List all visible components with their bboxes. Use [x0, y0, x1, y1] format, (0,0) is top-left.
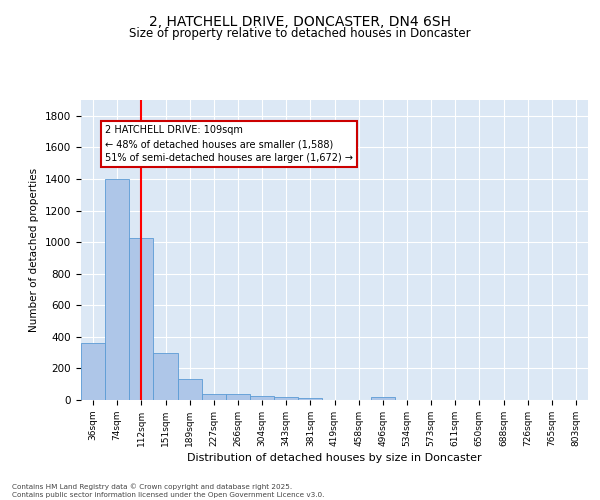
Bar [129, 238, 154, 400]
Text: Contains HM Land Registry data © Crown copyright and database right 2025.
Contai: Contains HM Land Registry data © Crown c… [12, 484, 325, 498]
Bar [226, 394, 250, 400]
Bar [105, 179, 129, 400]
Bar [250, 396, 274, 400]
X-axis label: Distribution of detached houses by size in Doncaster: Distribution of detached houses by size … [187, 453, 482, 463]
Bar [154, 354, 178, 400]
Bar [371, 397, 395, 400]
Text: Size of property relative to detached houses in Doncaster: Size of property relative to detached ho… [129, 28, 471, 40]
Bar [81, 343, 105, 400]
Bar [202, 394, 226, 400]
Text: 2 HATCHELL DRIVE: 109sqm
← 48% of detached houses are smaller (1,588)
51% of sem: 2 HATCHELL DRIVE: 109sqm ← 48% of detach… [105, 126, 353, 164]
Bar [298, 398, 322, 400]
Bar [178, 380, 202, 400]
Text: 2, HATCHELL DRIVE, DONCASTER, DN4 6SH: 2, HATCHELL DRIVE, DONCASTER, DN4 6SH [149, 15, 451, 29]
Bar [274, 397, 298, 400]
Y-axis label: Number of detached properties: Number of detached properties [29, 168, 40, 332]
